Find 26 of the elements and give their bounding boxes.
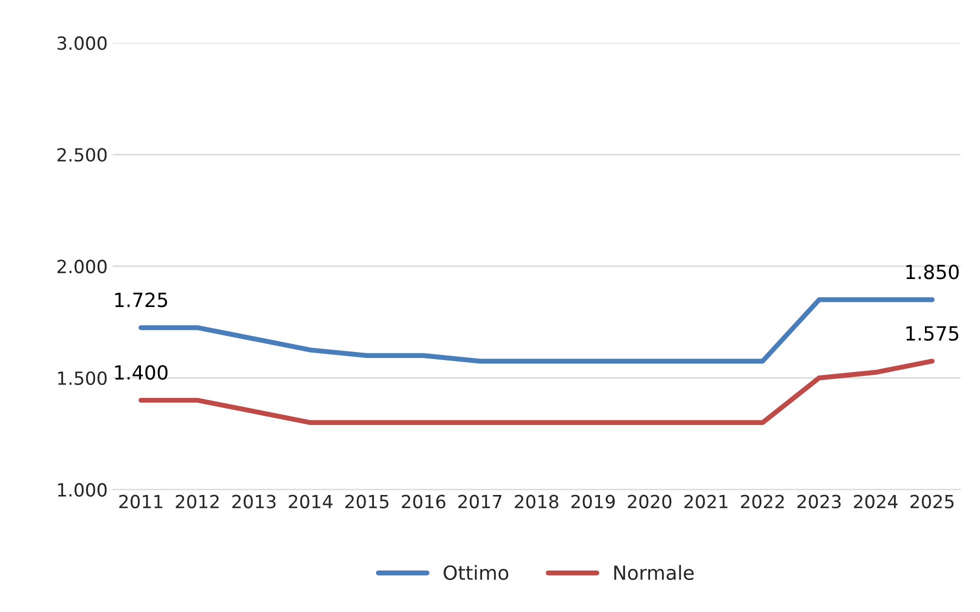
x-tick-label: 2023 bbox=[797, 494, 841, 508]
x-tick-label: 2011 bbox=[119, 494, 162, 508]
x-tick-label: 2019 bbox=[571, 494, 615, 508]
x-tick-label: 2012 bbox=[176, 494, 219, 508]
x-tick-label: 2017 bbox=[458, 494, 502, 508]
x-tick-label: 2021 bbox=[684, 494, 728, 508]
y-tick-label: 1.500 bbox=[58, 371, 107, 386]
data-label: 1.725 bbox=[115, 292, 168, 308]
legend-label: Ottimo bbox=[444, 564, 508, 580]
x-tick-label: 2013 bbox=[232, 494, 276, 508]
data-label: 1.850 bbox=[906, 264, 959, 280]
y-tick-label: 2.000 bbox=[57, 260, 107, 274]
x-tick-label: 2025 bbox=[910, 494, 954, 508]
x-tick-label: 2024 bbox=[854, 494, 898, 508]
x-tick-label: 2015 bbox=[345, 494, 388, 508]
x-tick-label: 2014 bbox=[288, 494, 332, 508]
data-label: 1.400 bbox=[115, 365, 168, 380]
x-tick-label: 2022 bbox=[740, 494, 784, 508]
legend-label: Normale bbox=[614, 564, 694, 580]
y-tick-label: 3.000 bbox=[58, 36, 107, 50]
x-tick-label: 2016 bbox=[402, 494, 446, 508]
x-tick-label: 2018 bbox=[514, 494, 558, 508]
data-label: 1.575 bbox=[906, 326, 958, 341]
x-tick-label: 2020 bbox=[628, 494, 672, 508]
y-tick-label: 1.000 bbox=[58, 483, 107, 497]
y-tick-label: 2.500 bbox=[57, 148, 107, 162]
